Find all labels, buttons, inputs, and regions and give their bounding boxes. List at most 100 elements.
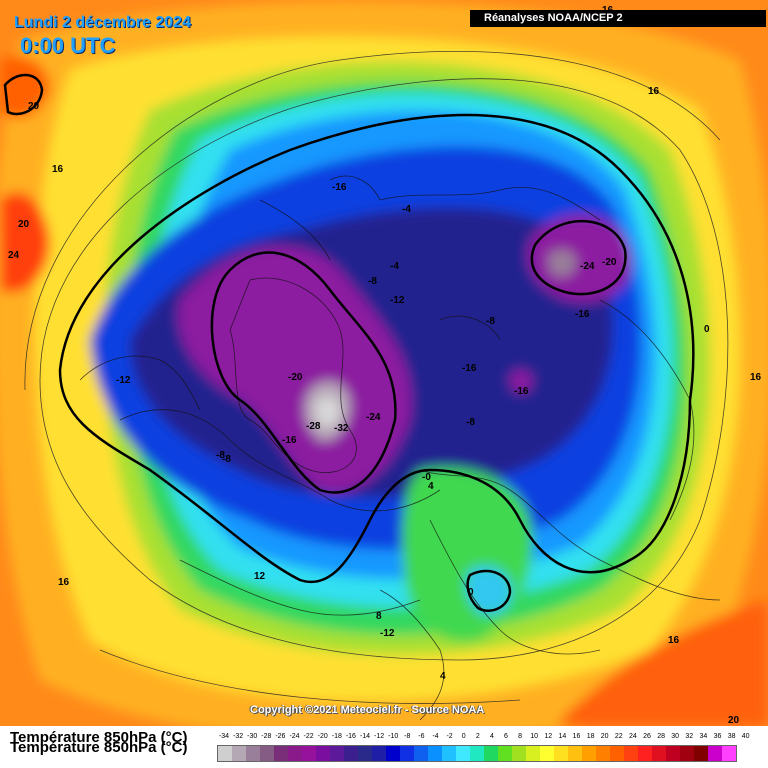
legend-swatch bbox=[708, 746, 722, 761]
legend-scale-label: 40 bbox=[741, 733, 750, 740]
legend-scale-label: 6 bbox=[504, 733, 508, 740]
legend-swatch bbox=[330, 746, 344, 761]
isotherm-label: -24 bbox=[580, 261, 595, 272]
legend-scale-label: -18 bbox=[331, 733, 342, 740]
legend-swatch bbox=[274, 746, 288, 761]
isotherm-label: -0 bbox=[422, 472, 431, 483]
legend-scale-label: -22 bbox=[303, 733, 314, 740]
isotherm-label: -12 bbox=[390, 295, 405, 306]
isotherm-label: -24 bbox=[366, 412, 381, 423]
isotherm-label: -16 bbox=[514, 386, 529, 397]
isotherm-label: 20 bbox=[28, 101, 40, 112]
isotherm-label: -16 bbox=[282, 435, 297, 446]
legend-swatch bbox=[610, 746, 624, 761]
copyright-text: Copyright ©2021 Meteociel.fr - Source NO… bbox=[250, 704, 485, 716]
legend-scale-label: 14 bbox=[558, 733, 567, 740]
legend-swatch bbox=[624, 746, 638, 761]
legend-swatch bbox=[680, 746, 694, 761]
legend-swatch bbox=[358, 746, 372, 761]
legend-scale-label: -30 bbox=[247, 733, 258, 740]
legend-swatch bbox=[246, 746, 260, 761]
legend-scale-label: 24 bbox=[628, 733, 637, 740]
legend-scale-label: -14 bbox=[359, 733, 371, 740]
legend-swatch bbox=[372, 746, 386, 761]
legend-title-shadow: Température 850hPa (°C) bbox=[10, 739, 188, 756]
isotherm-label: -8 bbox=[222, 454, 231, 465]
isotherm-label: 16 bbox=[52, 164, 64, 175]
isotherm-label: -8 bbox=[466, 417, 475, 428]
legend-scale-label: 28 bbox=[657, 733, 665, 740]
legend-swatch bbox=[442, 746, 456, 761]
isotherm-label: 0 bbox=[704, 324, 710, 335]
legend-scale-label: -6 bbox=[418, 733, 425, 740]
legend-title: Température 850hPa (°C) bbox=[10, 729, 188, 746]
legend-scale-label: 12 bbox=[544, 733, 553, 740]
isotherm-label: 0 bbox=[468, 587, 474, 598]
legend-swatch bbox=[428, 746, 442, 761]
isotherm-label: -28 bbox=[306, 421, 321, 432]
legend-scale-label: -34 bbox=[218, 733, 230, 740]
isotherm-label: 16 bbox=[648, 86, 660, 97]
legend-scale-label: -24 bbox=[289, 733, 300, 740]
temperature-map: 20 16 20 24 -16 -4 -4 -8 -12 -24 -20 -16 -8 16 0 16 -12 -… bbox=[0, 0, 768, 726]
legend-swatch bbox=[568, 746, 582, 761]
legend-scale-label: 36 bbox=[713, 733, 722, 740]
legend-scale-label: 38 bbox=[727, 733, 736, 740]
isotherm-label: -8 bbox=[368, 276, 377, 287]
isotherm-label: 16 bbox=[668, 635, 680, 646]
legend-color-scale bbox=[217, 745, 737, 762]
legend-scale-label: -2 bbox=[446, 733, 453, 740]
legend-swatch bbox=[554, 746, 568, 761]
isotherm-label: -20 bbox=[288, 372, 303, 383]
isotherm-label: 4 bbox=[440, 671, 446, 682]
isotherm-label: 24 bbox=[8, 250, 20, 261]
legend-swatch bbox=[638, 746, 652, 761]
legend-swatch bbox=[526, 746, 540, 761]
legend-scale-label: 18 bbox=[586, 733, 595, 740]
isotherm-label: 20 bbox=[18, 219, 30, 230]
legend-swatch bbox=[596, 746, 610, 761]
legend-scale-label: -10 bbox=[388, 733, 399, 740]
legend-swatch bbox=[400, 746, 414, 761]
isotherm-label: -12 bbox=[380, 628, 395, 639]
legend-scale-label: -16 bbox=[345, 733, 356, 740]
isotherm-label: -16 bbox=[575, 309, 590, 320]
legend-scale-label: 30 bbox=[671, 733, 680, 740]
isotherm-label: 8 bbox=[376, 611, 382, 622]
legend-scale-label: 34 bbox=[699, 733, 708, 740]
legend-scale-label: 22 bbox=[614, 733, 623, 740]
isotherm-label: -12 bbox=[116, 375, 131, 386]
legend-swatch bbox=[456, 746, 470, 761]
legend-scale-label: 8 bbox=[518, 733, 523, 740]
legend-scale-label: 10 bbox=[530, 733, 539, 740]
isotherm-label: -8 bbox=[216, 450, 225, 461]
isotherm-label: -20 bbox=[602, 257, 617, 268]
legend-scale-label: -4 bbox=[432, 733, 439, 740]
legend-swatch bbox=[260, 746, 274, 761]
legend-scale-label: -12 bbox=[374, 733, 385, 740]
isotherm-label: 12 bbox=[254, 571, 266, 582]
temperature-field: 20 16 20 24 -16 -4 -4 -8 -12 -24 -20 -16 -8 16 0 16 -12 -… bbox=[0, 0, 768, 726]
isotherm-label: -16 bbox=[332, 182, 347, 193]
legend-scale-label: 26 bbox=[643, 733, 651, 740]
isotherm-label: -4 bbox=[402, 204, 411, 215]
legend-scale-labels: -34 -32 -30 -28 -26 -24 -22 -20 -18 -16 -14 -12 -10-… bbox=[217, 733, 751, 743]
legend-scale-label: 4 bbox=[489, 733, 494, 740]
legend-scale-label: 20 bbox=[600, 733, 609, 740]
isotherm-label: 20 bbox=[728, 715, 740, 726]
legend-swatch bbox=[652, 746, 666, 761]
legend-swatch bbox=[470, 746, 484, 761]
source-label: Réanalyses NOAA/NCEP 2 bbox=[470, 10, 766, 27]
legend-scale-label: 32 bbox=[685, 733, 694, 740]
legend-scale-label: 2 bbox=[475, 733, 480, 740]
legend-scale-label: -28 bbox=[261, 733, 272, 740]
legend-scale-label: -26 bbox=[275, 733, 286, 740]
isotherm-label: -16 bbox=[462, 363, 477, 374]
isotherm-label: 16 bbox=[750, 372, 762, 383]
isotherm-label: -4 bbox=[390, 261, 399, 272]
isotherm-label: -32 bbox=[334, 423, 349, 434]
legend-scale-label: 16 bbox=[572, 733, 581, 740]
legend-swatch bbox=[722, 746, 736, 761]
isotherm-label: 4 bbox=[428, 481, 434, 492]
time-title: 0:00 UTC bbox=[20, 33, 116, 58]
